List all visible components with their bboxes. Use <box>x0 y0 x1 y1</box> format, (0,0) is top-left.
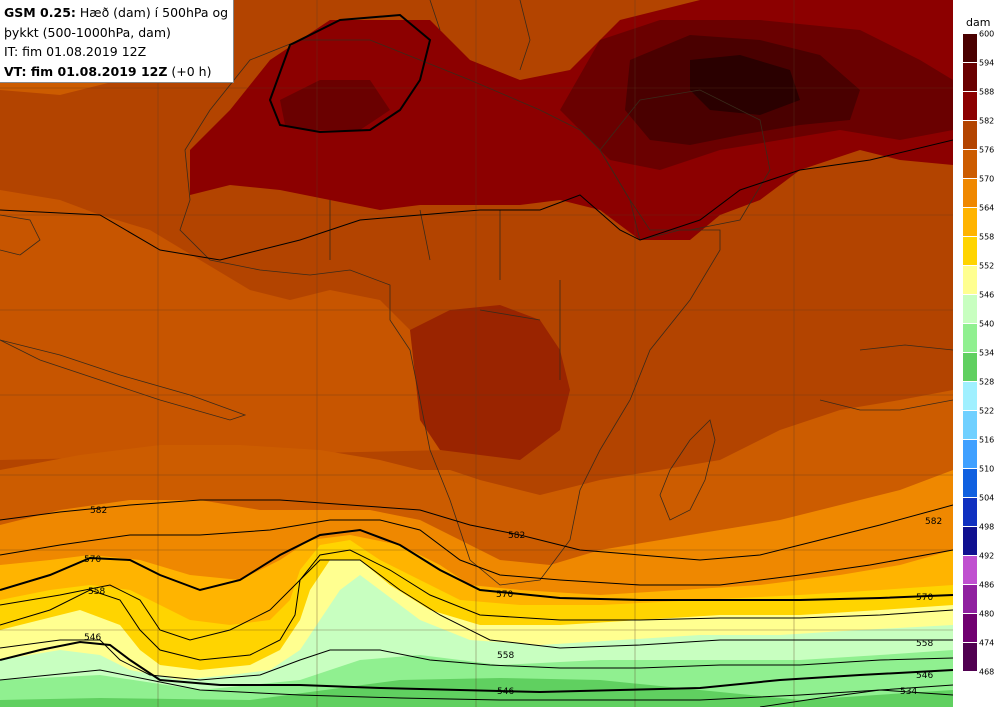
contour-588 <box>268 13 432 134</box>
grid-lines <box>0 0 953 707</box>
band-588-west <box>280 80 390 130</box>
colorbar-label: 468 <box>979 667 995 677</box>
colorbar-segment <box>963 121 977 150</box>
contour-582-north <box>0 139 953 261</box>
colorbar-segment <box>963 324 977 353</box>
colorbar-segment <box>963 643 977 672</box>
weather-map: 582 582 582 570 570 570 558 558 558 546 … <box>0 0 953 707</box>
colorbar-label: 498 <box>979 522 995 532</box>
colorbar-label: 492 <box>979 551 995 561</box>
contour-label: 570 <box>916 593 933 603</box>
colorbar-segment <box>963 92 977 121</box>
colorbar-segment <box>963 237 977 266</box>
contour-label: 558 <box>88 587 105 597</box>
colorbar-label: 504 <box>979 493 995 503</box>
colorbar-segment <box>963 150 977 179</box>
colorbar-segment <box>963 63 977 92</box>
colorbar-segment <box>963 469 977 498</box>
colorbar-segment <box>963 527 977 556</box>
legend-unit: dam <box>966 16 991 29</box>
contour-label: 558 <box>916 639 933 649</box>
colorbar-label: 480 <box>979 609 995 619</box>
contour-534 <box>759 689 953 707</box>
forecast-hour: (+0 h) <box>171 63 212 79</box>
colorbar-label: 474 <box>979 638 995 648</box>
band-570-ocean <box>0 190 450 460</box>
colorbar-segment <box>963 34 977 63</box>
colorbar-segment <box>963 295 977 324</box>
map-title-box: GSM 0.25: Hæð (dam) í 500hPa og þykkt (5… <box>0 0 234 83</box>
colorbar-label: 594 <box>979 58 995 68</box>
colorbar-segment <box>963 266 977 295</box>
contour-label: 570 <box>84 555 101 565</box>
colorbar-label: 570 <box>979 174 995 184</box>
contour-label: 546 <box>916 671 933 681</box>
valid-time-bold: VT: fim 01.08.2019 12Z <box>4 63 168 79</box>
colorbar-label: 552 <box>979 261 995 271</box>
colorbar-label: 564 <box>979 203 995 213</box>
colorbar-segment <box>963 411 977 440</box>
colorbar-label: 558 <box>979 232 995 242</box>
contour-label: 582 <box>925 517 942 527</box>
contour-label: 558 <box>497 651 514 661</box>
title-desc-1: Hæð (dam) í 500hPa og <box>79 5 229 20</box>
contour-labels: 582 582 582 570 570 570 558 558 558 546 … <box>84 506 942 697</box>
contour-label: 546 <box>497 687 514 697</box>
colorbar-segment <box>963 179 977 208</box>
colorbar-segment <box>963 208 977 237</box>
model-name: GSM 0.25: <box>4 5 76 20</box>
colorbar-segment <box>963 498 977 527</box>
contour-label: 570 <box>496 590 513 600</box>
colorbar-label: 522 <box>979 406 995 416</box>
valid-time: VT: fim 01.08.2019 12Z (+0 h) <box>4 62 233 82</box>
contour-570 <box>0 528 953 601</box>
colorbar-segment <box>963 382 977 411</box>
band-600 <box>690 55 800 115</box>
contour-558 <box>0 559 953 661</box>
colorbar-label: 546 <box>979 290 995 300</box>
colorbar-label: 534 <box>979 348 995 358</box>
contour-label: 534 <box>900 687 917 697</box>
contour-564 <box>0 549 953 641</box>
colorbar-segment <box>963 440 977 469</box>
colorbar-label: 510 <box>979 464 995 474</box>
contour-546 <box>0 640 953 694</box>
title-line-1: GSM 0.25: Hæð (dam) í 500hPa og <box>4 3 233 23</box>
contour-label: 582 <box>90 506 107 516</box>
colorbar-label: 600 <box>979 29 995 39</box>
contour-label: 582 <box>508 531 525 541</box>
colorbar-label: 516 <box>979 435 995 445</box>
init-time: IT: fim 01.08.2019 12Z <box>4 44 147 59</box>
colorbar-label: 588 <box>979 87 995 97</box>
colorbar <box>963 34 977 672</box>
contour-582 <box>0 499 953 561</box>
contour-552 <box>0 639 953 681</box>
colorbar-segment <box>963 585 977 614</box>
contour-label: 546 <box>84 633 101 643</box>
colorbar-segment <box>963 614 977 643</box>
colorbar-label: 576 <box>979 145 995 155</box>
band-582-south-africa <box>410 305 570 460</box>
title-line-2: þykkt (500-1000hPa, dam) <box>4 24 171 40</box>
contour-576 <box>0 519 953 586</box>
colorbar-label: 540 <box>979 319 995 329</box>
colorbar-label: 486 <box>979 580 995 590</box>
colorbar-segment <box>963 556 977 585</box>
contour-540 <box>0 669 953 701</box>
colorbar-segment <box>963 353 977 382</box>
colorbar-label: 582 <box>979 116 995 126</box>
height-contours <box>0 13 953 707</box>
colorbar-label: 528 <box>979 377 995 387</box>
